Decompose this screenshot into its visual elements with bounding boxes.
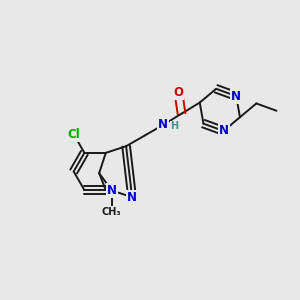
- Text: N: N: [127, 190, 137, 204]
- Text: N: N: [231, 90, 241, 103]
- Text: N: N: [219, 124, 229, 137]
- Text: H: H: [171, 121, 179, 131]
- Text: CH₃: CH₃: [102, 207, 122, 217]
- Text: Cl: Cl: [67, 128, 80, 141]
- Text: N: N: [158, 118, 168, 131]
- Text: N: N: [107, 184, 117, 197]
- Text: O: O: [173, 86, 183, 99]
